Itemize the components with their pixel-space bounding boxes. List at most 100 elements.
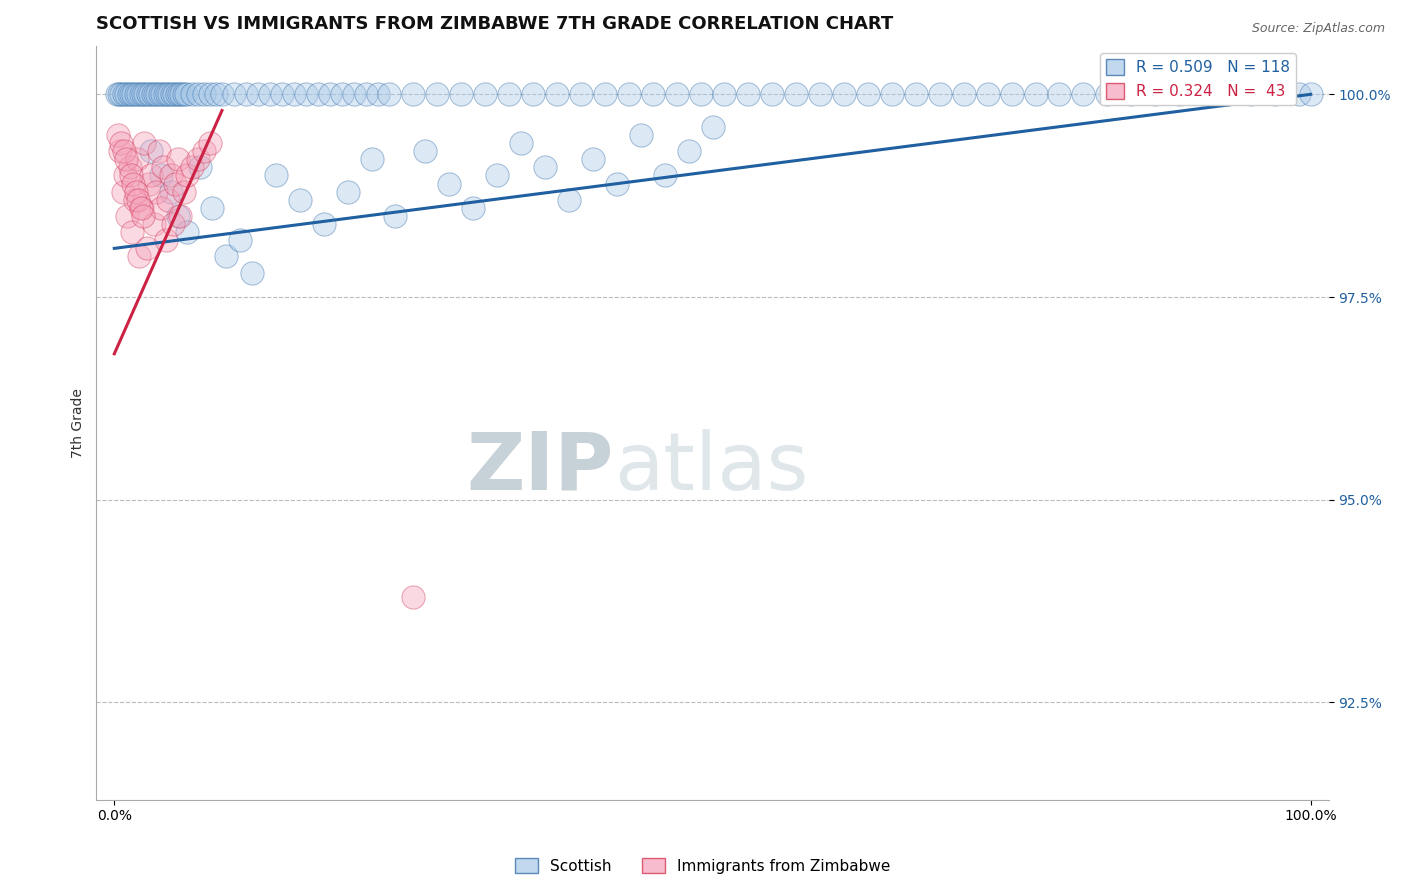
- Point: [312, 217, 335, 231]
- Point: [129, 87, 152, 102]
- Point: [166, 87, 188, 102]
- Point: [193, 144, 215, 158]
- Point: [198, 136, 221, 150]
- Point: [170, 87, 193, 102]
- Point: [125, 185, 148, 199]
- Point: [142, 217, 165, 231]
- Point: [173, 87, 195, 102]
- Point: [169, 209, 191, 223]
- Point: [904, 87, 927, 102]
- Point: [108, 87, 131, 102]
- Point: [173, 185, 195, 199]
- Point: [294, 87, 316, 102]
- Point: [190, 161, 212, 175]
- Point: [856, 87, 879, 102]
- Point: [112, 144, 135, 158]
- Point: [510, 136, 533, 150]
- Point: [146, 87, 169, 102]
- Point: [737, 87, 759, 102]
- Point: [128, 250, 150, 264]
- Point: [127, 193, 149, 207]
- Point: [187, 152, 209, 166]
- Point: [463, 201, 485, 215]
- Point: [120, 87, 142, 102]
- Point: [593, 87, 616, 102]
- Point: [522, 87, 544, 102]
- Point: [426, 87, 449, 102]
- Point: [159, 169, 181, 183]
- Point: [246, 87, 269, 102]
- Point: [115, 152, 138, 166]
- Point: [1168, 87, 1191, 102]
- Point: [165, 177, 187, 191]
- Text: atlas: atlas: [614, 429, 808, 507]
- Point: [152, 161, 174, 175]
- Point: [105, 87, 128, 102]
- Point: [153, 87, 176, 102]
- Point: [880, 87, 903, 102]
- Point: [360, 152, 382, 166]
- Point: [132, 209, 155, 223]
- Point: [761, 87, 783, 102]
- Point: [546, 87, 568, 102]
- Point: [127, 87, 149, 102]
- Point: [1121, 87, 1143, 102]
- Point: [558, 193, 581, 207]
- Point: [214, 250, 236, 264]
- Point: [283, 87, 305, 102]
- Point: [139, 87, 162, 102]
- Point: [630, 128, 652, 142]
- Point: [112, 87, 135, 102]
- Y-axis label: 7th Grade: 7th Grade: [72, 388, 86, 458]
- Point: [176, 225, 198, 239]
- Point: [534, 161, 557, 175]
- Point: [134, 87, 156, 102]
- Point: [149, 201, 172, 215]
- Point: [110, 144, 132, 158]
- Point: [124, 193, 146, 207]
- Point: [222, 87, 245, 102]
- Point: [211, 87, 233, 102]
- Point: [439, 177, 461, 191]
- Point: [162, 217, 184, 231]
- Point: [336, 185, 359, 199]
- Point: [142, 87, 165, 102]
- Point: [134, 136, 156, 150]
- Point: [1000, 87, 1022, 102]
- Point: [110, 87, 132, 102]
- Point: [160, 87, 183, 102]
- Point: [181, 161, 204, 175]
- Point: [122, 177, 145, 191]
- Point: [270, 87, 292, 102]
- Point: [354, 87, 377, 102]
- Point: [1049, 87, 1071, 102]
- Legend: Scottish, Immigrants from Zimbabwe: Scottish, Immigrants from Zimbabwe: [509, 852, 897, 880]
- Point: [129, 201, 152, 215]
- Point: [832, 87, 855, 102]
- Point: [689, 87, 711, 102]
- Point: [122, 87, 145, 102]
- Point: [665, 87, 688, 102]
- Text: Source: ZipAtlas.com: Source: ZipAtlas.com: [1251, 22, 1385, 36]
- Point: [1240, 87, 1263, 102]
- Point: [402, 590, 425, 604]
- Point: [498, 87, 520, 102]
- Point: [486, 169, 509, 183]
- Point: [149, 87, 172, 102]
- Point: [606, 177, 628, 191]
- Point: [166, 152, 188, 166]
- Point: [702, 120, 724, 134]
- Point: [120, 169, 142, 183]
- Point: [181, 87, 204, 102]
- Point: [205, 87, 228, 102]
- Point: [148, 144, 170, 158]
- Point: [785, 87, 807, 102]
- Point: [198, 87, 221, 102]
- Point: [145, 185, 167, 199]
- Point: [307, 87, 329, 102]
- Point: [378, 87, 401, 102]
- Point: [450, 87, 472, 102]
- Point: [384, 209, 406, 223]
- Point: [240, 266, 263, 280]
- Point: [125, 152, 148, 166]
